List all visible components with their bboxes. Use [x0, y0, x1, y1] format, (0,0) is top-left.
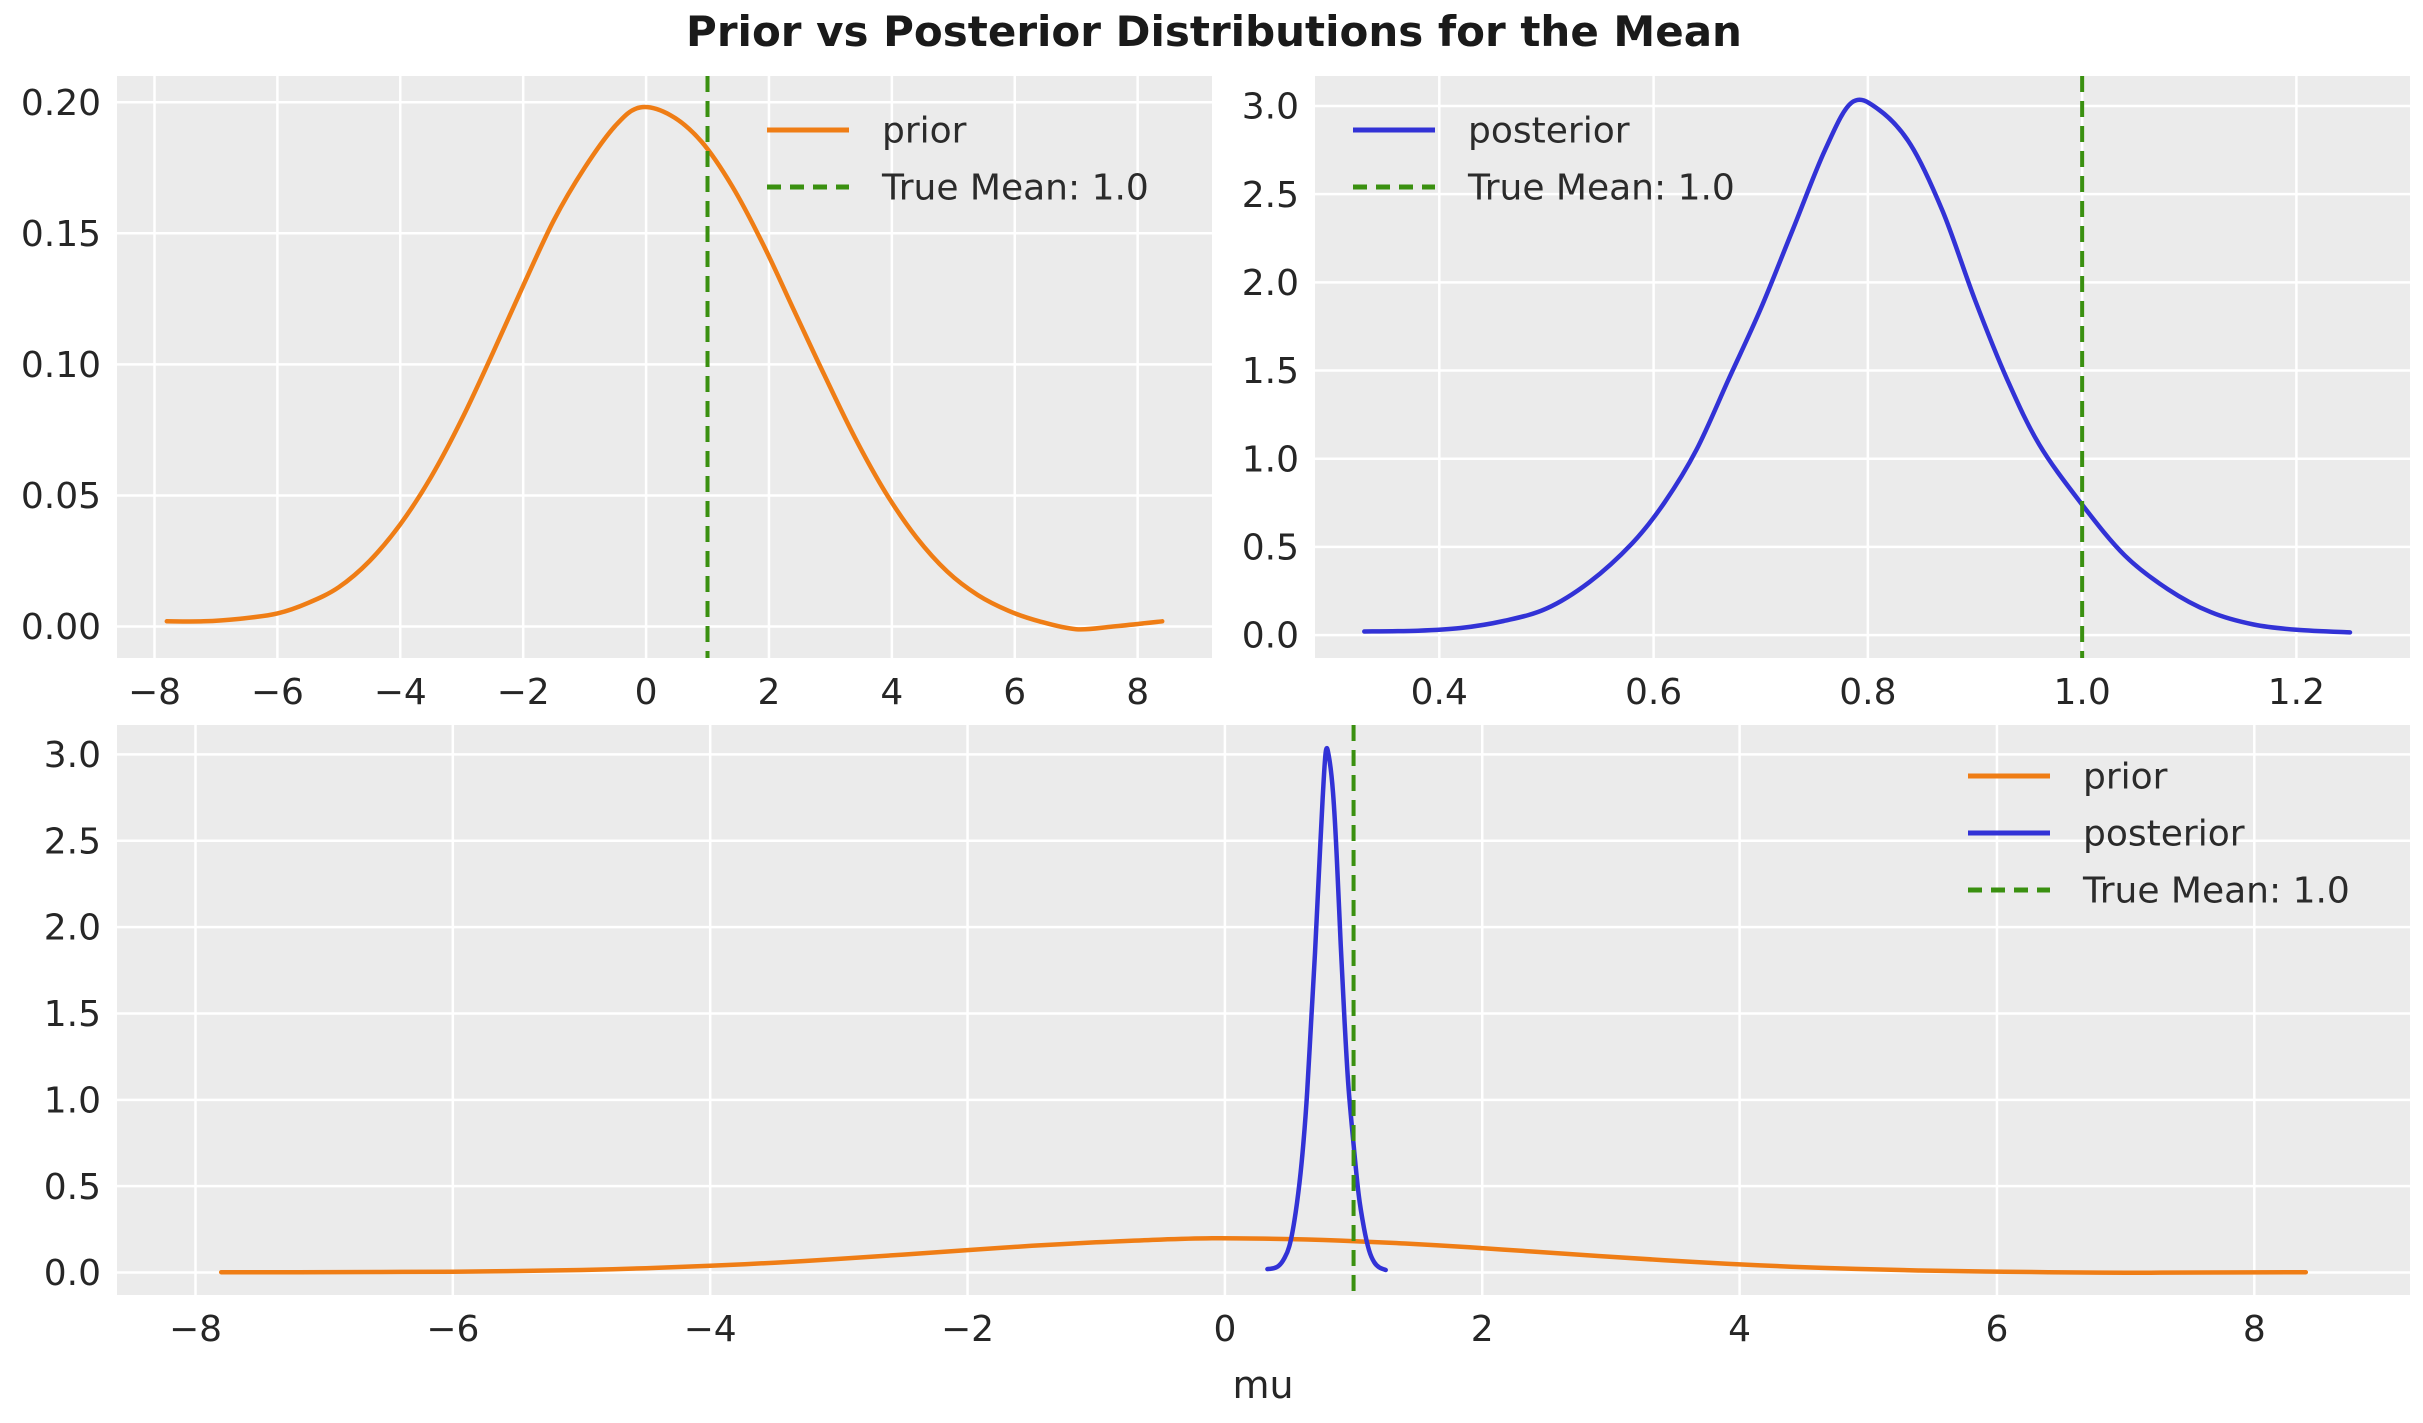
- subplot-prior: −8 −6 −4 −2 0 2 4 6 8 0.00 0.05 0.10 0.15 0.20: [21, 76, 1212, 713]
- y-tick-label: 1.0: [44, 1080, 101, 1121]
- x-tick-label: 0.4: [1411, 672, 1468, 713]
- x-tick-label: 0.6: [1625, 672, 1682, 713]
- legend-label-true-mean: True Mean: 1.0: [2082, 871, 2350, 912]
- x-tick-label: 0.8: [1839, 672, 1896, 713]
- x-tick-label: 8: [1126, 672, 1149, 713]
- x-tick-label: −4: [374, 672, 427, 713]
- legend-prior-subplot: prior True Mean: 1.0: [767, 111, 1149, 209]
- y-tick-label: 2.5: [44, 821, 101, 862]
- x-tick-label: −6: [426, 1309, 479, 1350]
- legend-combined-subplot: prior posterior True Mean: 1.0: [1968, 757, 2350, 912]
- legend-label-posterior: posterior: [2083, 814, 2245, 855]
- x-tick-label: 4: [1728, 1309, 1751, 1350]
- x-tick-label: 0: [1213, 1309, 1236, 1350]
- y-tick-label: 3.0: [1242, 87, 1299, 128]
- plot-area: [117, 725, 2410, 1295]
- x-tick-label: −8: [128, 672, 181, 713]
- posterior-curve: [1362, 97, 2353, 635]
- subplot-posterior: 0.4 0.6 0.8 1.0 1.2 0.0 0.5 1.0 1.5 2.0 2.5 3.0: [1242, 76, 2410, 713]
- x-tick-label: 6: [1985, 1309, 2008, 1350]
- y-tick-label: 0.05: [21, 476, 101, 517]
- x-tick-label: 2: [1471, 1309, 1494, 1350]
- y-tick-label: 2.0: [44, 908, 101, 949]
- legend-label-prior: prior: [882, 111, 967, 152]
- x-tick-label: 1.2: [2268, 672, 2325, 713]
- prior-curve: [218, 1236, 2309, 1275]
- x-tick-label: −2: [941, 1309, 994, 1350]
- legend-label-prior: prior: [2083, 757, 2168, 798]
- y-tick-label: 0.20: [21, 83, 101, 124]
- x-tick-label: −2: [497, 672, 550, 713]
- x-tick-label: 4: [880, 672, 903, 713]
- y-tick-label: 2.0: [1242, 263, 1299, 304]
- y-tick-label: 1.5: [44, 994, 101, 1035]
- y-tick-label: 0.15: [21, 214, 101, 255]
- y-tick-label: 0.00: [21, 607, 101, 648]
- figure-title: Prior vs Posterior Distributions for the…: [686, 7, 1742, 56]
- posterior-curve: [1265, 745, 1388, 1273]
- x-tick-label: −6: [251, 672, 304, 713]
- y-tick-label: 0.5: [44, 1167, 101, 1208]
- y-tick-label: 2.5: [1242, 175, 1299, 216]
- legend-label-true-mean: True Mean: 1.0: [881, 168, 1149, 209]
- x-tick-label: −4: [684, 1309, 737, 1350]
- legend-label-posterior: posterior: [1468, 111, 1630, 152]
- x-tick-label: −8: [169, 1309, 222, 1350]
- y-tick-label: 0.5: [1242, 527, 1299, 568]
- plot-area: [117, 76, 1212, 658]
- x-tick-label: 1.0: [2054, 672, 2111, 713]
- x-axis-label-mu: mu: [1232, 1363, 1293, 1407]
- y-tick-label: 1.0: [1242, 439, 1299, 480]
- x-tick-label: 8: [2243, 1309, 2266, 1350]
- legend-posterior-subplot: posterior True Mean: 1.0: [1353, 111, 1735, 209]
- y-tick-label: 0.0: [1242, 616, 1299, 657]
- legend-label-true-mean: True Mean: 1.0: [1467, 168, 1735, 209]
- y-tick-label: 0.0: [44, 1253, 101, 1294]
- x-tick-label: 2: [758, 672, 781, 713]
- x-tick-label: 6: [1003, 672, 1026, 713]
- y-tick-label: 1.5: [1242, 351, 1299, 392]
- y-tick-label: 3.0: [44, 735, 101, 776]
- x-tick-label: 0: [635, 672, 658, 713]
- plot-area: [1315, 76, 2410, 658]
- prior-curve: [164, 104, 1165, 632]
- y-tick-label: 0.10: [21, 345, 101, 386]
- subplot-combined: −8 −6 −4 −2 0 2 4 6 8 0.0 0.5 1.0 1.5 2.0 2.5 3.0: [44, 725, 2410, 1350]
